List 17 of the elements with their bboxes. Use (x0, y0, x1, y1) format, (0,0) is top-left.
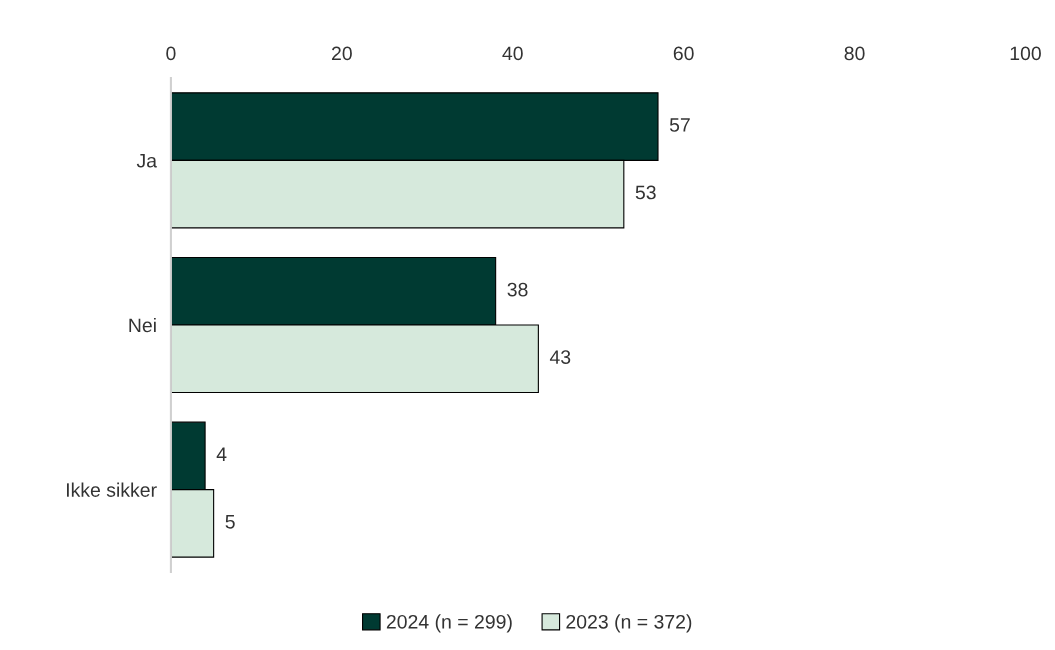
data-label: 43 (549, 350, 571, 364)
x-tick-label: 80 (844, 46, 865, 61)
y-tick-label: Ikke sikker (66, 482, 157, 497)
x-tick-label: 0 (166, 46, 176, 61)
legend-label: 2023 (n = 372) (566, 614, 692, 633)
data-label: 38 (507, 282, 528, 297)
data-label: 5 (225, 515, 235, 529)
legend-label: 2024 (n = 299) (386, 614, 512, 633)
y-tick-label: Nei (129, 317, 156, 333)
x-tick-label: 100 (1010, 46, 1041, 61)
y-tick-label: Ja (136, 154, 158, 168)
x-tick-label: 60 (673, 46, 694, 61)
data-label: 4 (216, 447, 227, 461)
x-tick-label: 20 (331, 46, 352, 61)
data-label: 57 (669, 118, 690, 132)
x-tick-label: 40 (502, 46, 523, 61)
data-label: 53 (635, 185, 656, 200)
